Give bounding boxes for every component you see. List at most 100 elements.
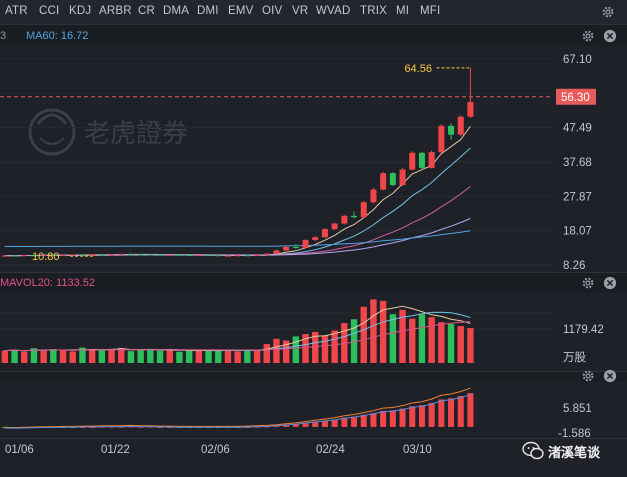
brand-badge: 渚溪笔谈 <box>522 441 600 461</box>
candle <box>302 239 309 249</box>
close-icon[interactable] <box>603 29 617 43</box>
macd-bar <box>399 408 406 427</box>
tab-emv[interactable]: EMV <box>228 5 254 17</box>
volume-bar <box>409 318 416 363</box>
tab-atr[interactable]: ATR <box>5 5 28 17</box>
tab-cci[interactable]: CCI <box>39 5 60 17</box>
candle-body <box>166 254 173 256</box>
candle <box>457 115 464 136</box>
macd-chart[interactable]: 5.851 -1.586 <box>0 382 627 438</box>
candle <box>176 254 183 256</box>
macd-bar <box>321 420 328 427</box>
tab-oiv[interactable]: OIV <box>262 5 283 17</box>
volume-bar <box>389 314 397 363</box>
candle-body <box>399 169 406 186</box>
current-price-tag: 56.30 <box>556 88 596 105</box>
tab-mi[interactable]: MI <box>396 5 410 17</box>
candle-body <box>79 254 86 256</box>
volume-bar <box>370 299 377 363</box>
ma60-label: MA60: 16.72 <box>26 30 89 42</box>
candle <box>89 254 96 256</box>
candle-body <box>40 254 47 256</box>
volume-bar <box>360 306 367 363</box>
candle-body <box>351 215 358 218</box>
volume-bar <box>59 349 67 363</box>
candle <box>234 255 241 257</box>
tab-vr[interactable]: VR <box>292 5 309 17</box>
candle <box>263 253 270 256</box>
macd-bar <box>166 426 173 428</box>
volume-bar <box>234 351 241 363</box>
macd-bar <box>418 405 425 427</box>
candle-body <box>321 229 328 238</box>
tab-trix[interactable]: TRIX <box>360 5 387 17</box>
candle-body <box>360 202 367 218</box>
close-icon[interactable] <box>603 276 617 290</box>
candle-body <box>418 152 425 168</box>
candle <box>331 222 338 231</box>
candle-body <box>438 125 445 153</box>
candle <box>292 244 299 249</box>
volume-chart[interactable]: 1179.42 万股 <box>0 293 627 371</box>
candle-body <box>215 255 222 257</box>
tab-kdj[interactable]: KDJ <box>69 5 92 17</box>
macd-bar <box>292 424 299 427</box>
macd-bar <box>351 416 358 427</box>
candle <box>30 255 37 257</box>
volume-bar <box>137 349 144 363</box>
mavol20-line <box>4 321 471 352</box>
candle-body <box>108 254 115 256</box>
tab-cr[interactable]: CR <box>138 5 156 17</box>
macd-bar <box>448 398 455 427</box>
wechat-icon <box>522 441 544 460</box>
volume-bar <box>21 351 28 363</box>
candle-body <box>11 255 18 257</box>
tab-arbr[interactable]: ARBR <box>99 5 132 17</box>
tab-wvad[interactable]: WVAD <box>316 5 351 17</box>
low-annotation-label: 10.80 <box>32 251 60 263</box>
gear-icon[interactable] <box>581 29 595 43</box>
candle <box>195 254 202 257</box>
volume-bar <box>292 336 300 363</box>
brand-name: 渚溪笔谈 <box>548 445 601 461</box>
gear-icon[interactable] <box>601 5 615 19</box>
candle-body <box>195 255 202 257</box>
candle <box>321 228 328 238</box>
macd-bar <box>157 426 164 428</box>
candle <box>50 254 57 256</box>
candle-body <box>428 152 435 168</box>
macd-bar <box>89 426 96 428</box>
close-icon[interactable] <box>603 369 617 383</box>
macd-bar <box>467 393 474 427</box>
candle-body <box>176 254 183 256</box>
price-chart[interactable]: 老虎證券 64.56 10.80 67.1057.3047.4937.6827.… <box>0 46 627 272</box>
tab-mfi[interactable]: MFI <box>420 5 441 17</box>
volume-bar <box>263 344 270 363</box>
candle-body <box>273 250 280 254</box>
candle-body <box>370 189 377 203</box>
candle <box>40 254 47 256</box>
volume-bar <box>399 309 406 363</box>
candle-body <box>331 223 338 230</box>
candle-body <box>21 255 28 257</box>
candle <box>351 211 358 219</box>
candle <box>60 254 67 257</box>
candle <box>409 151 416 171</box>
divider <box>0 272 627 273</box>
gear-icon[interactable] <box>581 369 595 383</box>
volume-ma-lines <box>4 305 471 352</box>
volume-bar <box>447 323 455 363</box>
volume-bar <box>302 334 309 363</box>
volume-bar <box>176 351 183 363</box>
macd-bar <box>273 425 280 427</box>
gear-icon[interactable] <box>581 276 595 290</box>
tab-dmi[interactable]: DMI <box>197 5 219 17</box>
candle <box>244 254 251 257</box>
main-chart-header: 3 MA60: 16.72 <box>0 25 627 46</box>
price-tick-label: 8.26 <box>563 260 585 272</box>
macd-bar <box>302 422 309 427</box>
volume-header: MAVOL20: 1133.52 <box>0 273 627 293</box>
tab-dma[interactable]: DMA <box>163 5 190 17</box>
volume-bar <box>467 328 474 363</box>
